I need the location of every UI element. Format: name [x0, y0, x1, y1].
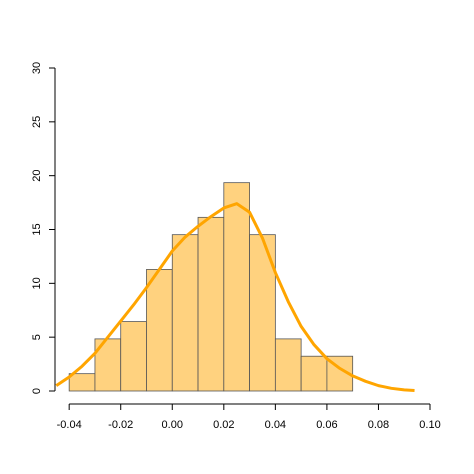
- x-tick-label: 0.10: [419, 419, 440, 431]
- y-tick-label: 20: [31, 170, 43, 182]
- x-tick-label: -0.02: [108, 419, 133, 431]
- bar: [120, 321, 147, 392]
- x-tick-label: 0.08: [368, 419, 389, 431]
- bar: [274, 338, 302, 392]
- x-tick-label: 0.02: [213, 419, 234, 431]
- bar: [146, 269, 173, 392]
- x-tick-label: -0.04: [57, 419, 82, 431]
- y-tick-label: 30: [31, 62, 43, 74]
- density-curve: [55, 202, 415, 392]
- y-tick-label: 25: [31, 116, 43, 128]
- bar: [68, 373, 96, 392]
- y-tick-label: 15: [31, 223, 43, 235]
- x-tick-label: 0.00: [162, 419, 183, 431]
- bar: [223, 182, 250, 392]
- x-tick-label: 0.06: [316, 419, 337, 431]
- x-tick-label: 0.04: [265, 419, 286, 431]
- y-tick-label: 10: [31, 277, 43, 289]
- bar: [171, 234, 199, 392]
- y-tick-label: 0: [31, 388, 43, 394]
- y-tick-label: 5: [31, 334, 43, 340]
- bar: [197, 216, 225, 392]
- bar: [300, 355, 328, 392]
